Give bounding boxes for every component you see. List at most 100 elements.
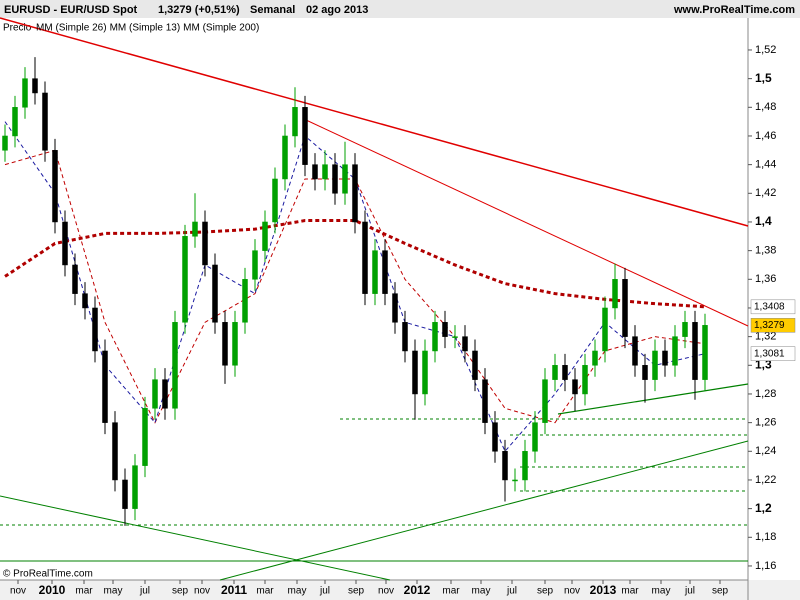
x-tick-label: may [104,586,123,597]
candle-body [342,164,348,194]
x-tick-label: 2012 [404,583,431,597]
candle-body [32,78,38,94]
candle-body [412,350,418,395]
candle-body [52,150,58,223]
candle-body [82,293,88,309]
ma-value-label: 1,3408 [754,301,785,312]
x-tick-label: mar [75,586,93,597]
ma-value-label-box [750,299,796,315]
candle-body [612,279,618,309]
candle-body [682,322,688,337]
x-tick-label: may [652,586,671,597]
candle-body [92,307,98,352]
trend-line [305,119,749,327]
trend-line [557,383,749,415]
candle-body [252,250,258,280]
candle-body [652,350,658,380]
candle-body [462,336,468,352]
candle-body [442,322,448,337]
y-tick-label: 1,18 [755,531,776,543]
candle-body [352,164,358,223]
moving-average [4,219,706,309]
candle-body [482,379,488,423]
x-tick-label: sep [537,586,554,597]
site: www.ProRealTime.com [673,4,795,16]
candle-body [602,307,608,352]
candle-body [642,365,648,380]
candle-body [112,422,118,481]
candle-body [392,293,398,323]
x-tick-label: may [288,586,307,597]
x-tick-label: 2010 [39,583,66,597]
candle-body [162,379,168,409]
x-tick-label: sep [712,586,729,597]
candle-body [702,325,708,380]
y-tick-label: 1,32 [755,331,776,343]
trend-line [0,17,749,227]
candle-body [2,135,8,151]
candle-body [292,107,298,137]
candle-body [282,135,288,180]
candle-body [272,178,278,223]
candle-body [242,279,248,323]
legend-entry: MM (Simple 13) [110,23,181,34]
ma-value-label: 1,3081 [754,348,785,359]
candle-body [202,221,208,266]
y-tick-label: 1,3 [755,357,772,371]
y-tick-label: 1,16 [755,560,776,572]
candle-body [142,408,148,466]
y-tick-label: 1,2 [755,501,772,515]
y-tick-label: 1,5 [755,71,772,85]
candle-body [312,164,318,180]
candle-body [172,322,178,409]
copyright: © ProRealTime.com [3,569,93,580]
candle-body [692,322,698,380]
last-price: 1,3279 (+0,51%) [158,4,240,16]
candle-body [582,365,588,395]
candle-body [322,164,328,180]
candle-body [332,164,338,194]
candle-body [22,78,28,108]
y-tick-label: 1,52 [755,44,776,56]
y-tick-label: 1,38 [755,245,776,257]
candle-body [262,221,268,251]
legend-entry: MM (Simple 26) [36,23,107,34]
header-bar [0,0,800,18]
candle-body [382,250,388,294]
trend-line [219,440,749,581]
ma-value-label-box [750,346,796,361]
x-axis-bar [0,580,800,600]
x-tick-label: jul [139,586,150,597]
candle-body [192,221,198,237]
candle-body [512,479,518,482]
candle-body [132,465,138,509]
candle-body [232,322,238,366]
x-tick-label: sep [348,586,365,597]
last-value-label-box [750,318,796,333]
candle-body [542,379,548,423]
x-tick-label: nov [10,586,26,597]
last-value-label: 1,3279 [754,320,785,331]
candle-body [182,236,188,323]
y-tick-label: 1,22 [755,474,776,486]
y-tick-label: 1,28 [755,388,776,400]
x-tick-label: 2013 [590,583,617,597]
x-tick-label: jul [319,586,330,597]
x-tick-label: mar [256,586,274,597]
candle-body [572,379,578,395]
y-tick-label: 1,36 [755,273,776,285]
candle-body [432,322,438,352]
candle-body [362,221,368,294]
x-tick-label: mar [442,586,460,597]
moving-average [4,121,706,453]
trend-lines [0,17,749,581]
candle-body [422,350,428,395]
x-tick-label: nov [194,586,210,597]
x-tick-label: may [472,586,491,597]
candle-body [592,350,598,366]
candle-body [552,365,558,380]
x-tick-label: nov [378,586,394,597]
candle-body [152,379,158,409]
x-tick-label: sep [172,586,189,597]
